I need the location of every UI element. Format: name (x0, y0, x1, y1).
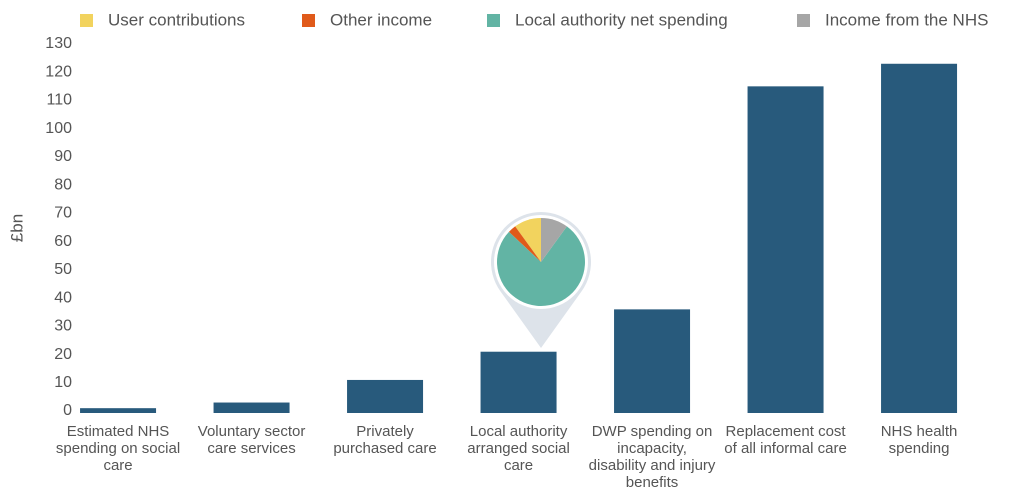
legend-swatch (80, 14, 93, 27)
pie-slice (508, 226, 541, 262)
y-tick-label: 40 (54, 289, 72, 306)
pie-slice (497, 226, 585, 307)
legend-swatch (797, 14, 810, 27)
bar (881, 63, 958, 414)
y-tick-label: 90 (54, 148, 72, 165)
y-tick-label: 130 (45, 35, 72, 52)
y-tick-label: 0 (63, 402, 72, 419)
y-tick-label: 100 (45, 120, 72, 137)
x-tick-label: Local authority arranged social care (467, 423, 570, 474)
y-tick-label: 120 (45, 63, 72, 80)
y-tick-label: 60 (54, 233, 72, 250)
bar (480, 351, 557, 413)
x-tick-label: NHS health spending (880, 423, 958, 457)
bar (213, 402, 290, 413)
y-tick-label: 80 (54, 176, 72, 193)
pie-slice (541, 218, 567, 262)
y-tick-label: 110 (46, 92, 72, 109)
x-tick-label: Replacement cost of all informal care (724, 423, 847, 457)
bar (747, 86, 824, 413)
legend-swatch (487, 14, 500, 27)
legend-label: Other income (330, 10, 432, 29)
y-tick-label: 10 (54, 374, 72, 391)
bar (347, 379, 424, 413)
x-tick-label: Estimated NHS spending on social care (55, 423, 181, 474)
y-tick-label: 20 (54, 346, 72, 363)
legend-label: User contributions (108, 10, 245, 29)
bar (614, 309, 691, 413)
x-tick-label: Privately purchased care (333, 423, 437, 457)
y-tick-label: 50 (54, 261, 72, 278)
legend-label: Local authority net spending (515, 10, 728, 29)
y-tick-label: 30 (54, 318, 72, 335)
bar (80, 408, 157, 413)
pie-slice (515, 218, 541, 262)
y-axis-label: £bn (7, 214, 26, 242)
legend-swatch (302, 14, 315, 27)
y-tick-label: 70 (54, 205, 72, 222)
legend-label: Income from the NHS (825, 10, 988, 29)
x-tick-label: DWP spending on incapacity, disability a… (588, 423, 716, 491)
x-tick-label: Voluntary sector care services (197, 423, 306, 457)
